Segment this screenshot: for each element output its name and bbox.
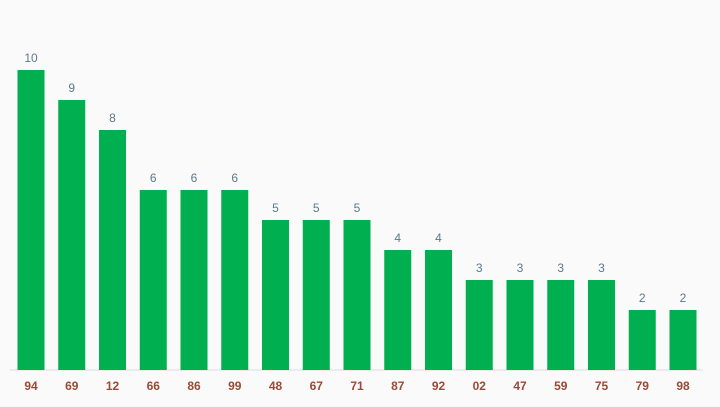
value-label-48: 5 [272, 201, 279, 215]
bar-69 [58, 100, 86, 370]
bar-75 [588, 280, 615, 370]
category-label-79: 79 [636, 379, 650, 393]
bar-59 [547, 280, 575, 370]
bar-87 [384, 250, 412, 370]
category-label-47: 47 [513, 379, 527, 393]
category-label-48: 48 [269, 379, 283, 393]
bar-99 [221, 190, 249, 370]
value-label-79: 2 [639, 291, 646, 305]
value-label-99: 6 [231, 171, 238, 185]
value-label-67: 5 [313, 201, 320, 215]
category-label-86: 86 [187, 379, 201, 393]
category-label-67: 67 [310, 379, 324, 393]
bar-66 [139, 190, 167, 370]
bar-47 [506, 280, 534, 370]
category-label-71: 71 [350, 379, 364, 393]
value-label-66: 6 [150, 171, 157, 185]
value-label-98: 2 [680, 291, 687, 305]
bar-79 [628, 310, 656, 370]
category-label-98: 98 [676, 379, 690, 393]
bar-48 [262, 220, 289, 370]
value-label-02: 3 [476, 261, 483, 275]
value-label-12: 8 [109, 111, 116, 125]
category-label-69: 69 [65, 379, 79, 393]
category-label-75: 75 [595, 379, 609, 393]
category-label-02: 02 [473, 379, 487, 393]
bar-92 [425, 250, 452, 370]
bar-86 [180, 190, 208, 370]
value-label-59: 3 [557, 261, 564, 275]
value-label-94: 10 [24, 51, 38, 65]
category-label-87: 87 [391, 379, 405, 393]
value-label-75: 3 [598, 261, 605, 275]
category-label-66: 66 [147, 379, 161, 393]
value-label-86: 6 [191, 171, 198, 185]
value-label-87: 4 [394, 231, 401, 245]
bar-98 [669, 310, 697, 370]
bar-12 [99, 130, 126, 370]
value-label-92: 4 [435, 231, 442, 245]
category-labels-group: 94 69 12 66 86 99 48 67 71 87 92 02 47 59 75 79 98 [24, 379, 690, 393]
bar-02 [465, 280, 493, 370]
category-label-12: 12 [106, 379, 120, 393]
category-label-92: 92 [432, 379, 446, 393]
category-label-59: 59 [554, 379, 568, 393]
bar-67 [302, 220, 330, 370]
bar-71 [343, 220, 371, 370]
bars-group [17, 70, 697, 370]
category-label-94: 94 [24, 379, 38, 393]
value-label-71: 5 [354, 201, 361, 215]
bar-94 [17, 70, 45, 370]
category-label-99: 99 [228, 379, 242, 393]
value-labels-group: 10 9 8 6 6 6 5 5 5 4 4 3 3 3 3 2 2 [24, 51, 686, 305]
value-label-47: 3 [517, 261, 524, 275]
value-label-69: 9 [68, 81, 75, 95]
